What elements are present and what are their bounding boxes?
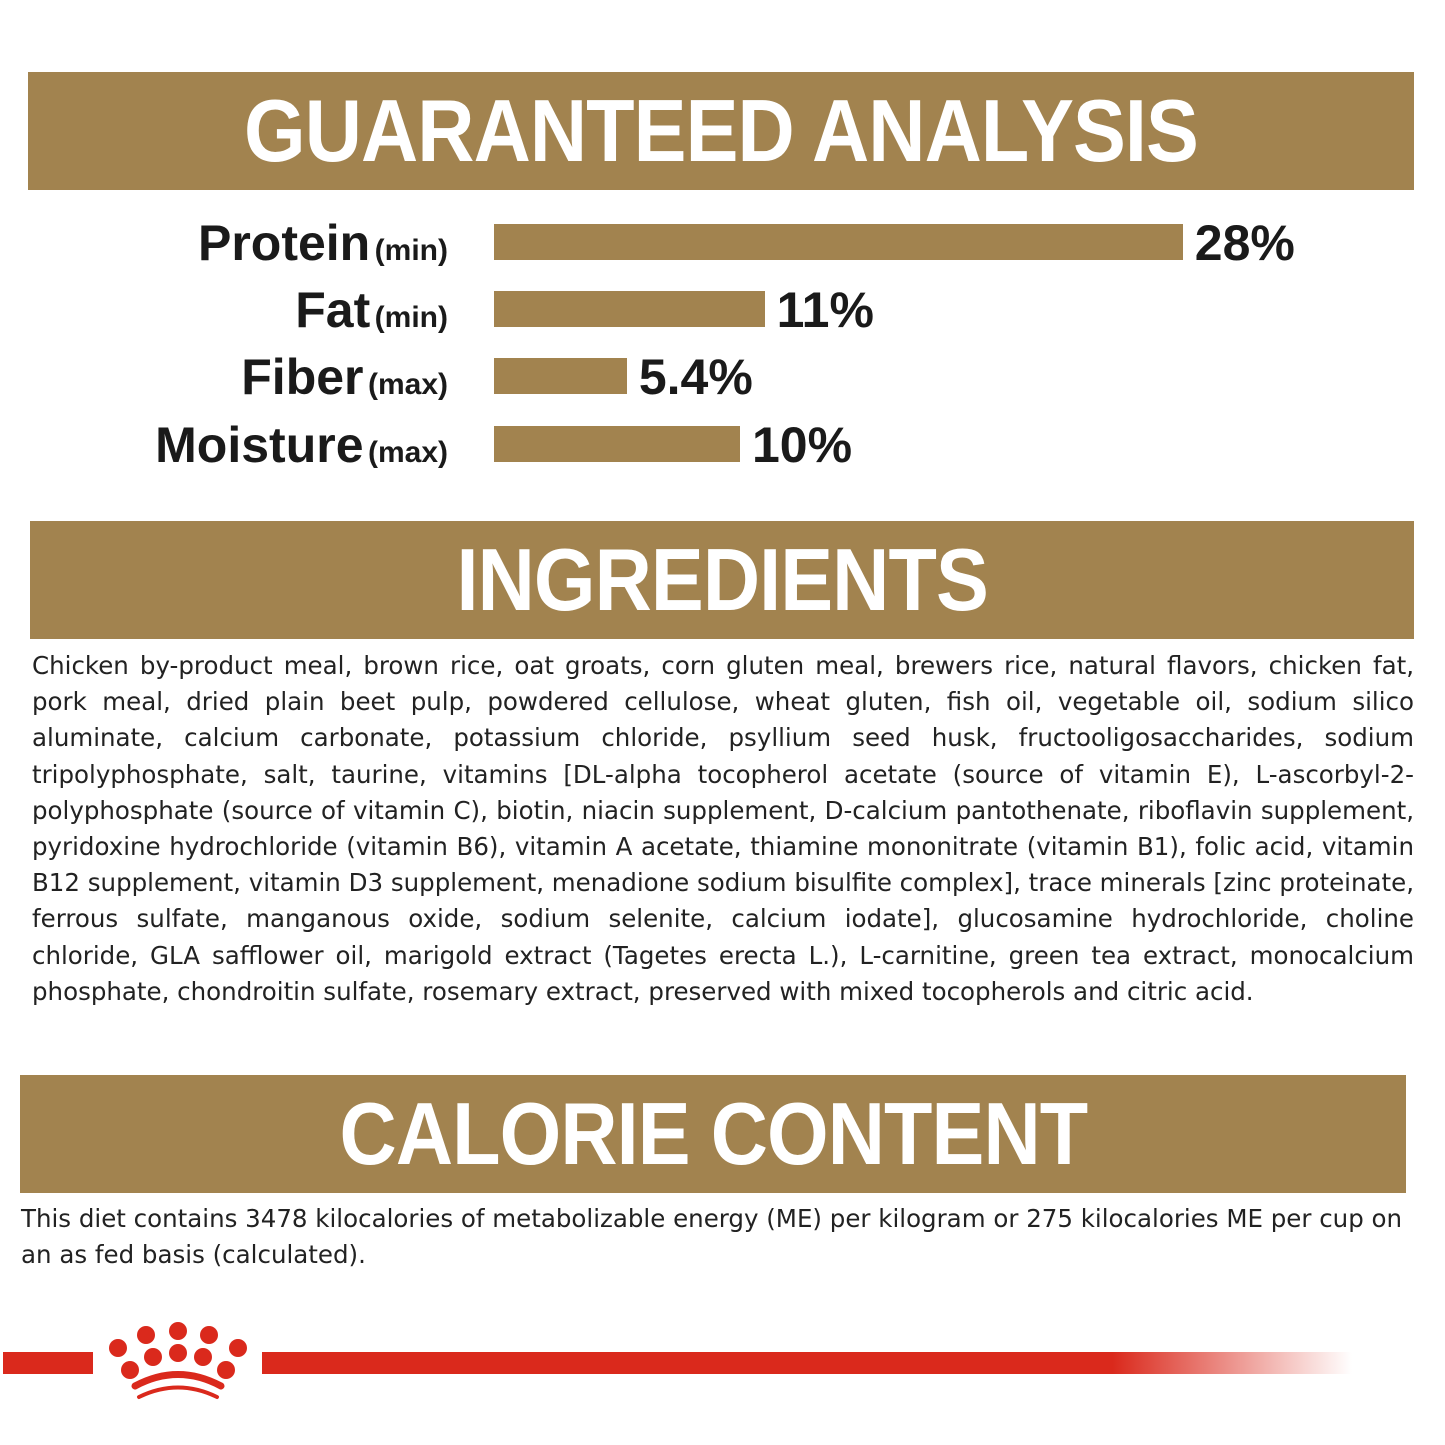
ingredients-header: INGREDIENTS [30,521,1414,639]
analysis-value: 5.4% [638,349,753,405]
nutrient-qualifier: (min) [374,234,448,267]
analysis-bar [494,291,765,327]
nutrient-name: Moisture [155,417,364,473]
ingredients-title: INGREDIENTS [456,530,988,629]
analysis-value: 10% [752,417,853,473]
nutrient-qualifier: (min) [374,301,448,334]
nutrient-qualifier: (max) [367,436,448,469]
nutrient-name: Fat [295,282,371,338]
nutrient-qualifier: (max) [367,368,448,401]
analysis-row-fat: Fat (min) 11% [0,282,1445,338]
analysis-bar [494,224,1183,260]
ingredients-text: Chicken by-product meal, brown rice, oat… [32,651,1414,1006]
calorie-content-title: CALORIE CONTENT [339,1084,1088,1183]
guaranteed-analysis-title: GUARANTEED ANALYSIS [244,81,1199,180]
analysis-bar [494,426,740,462]
analysis-value: 11% [776,282,874,338]
nutrient-name: Fiber [241,349,364,405]
calorie-content-header: CALORIE CONTENT [20,1075,1406,1193]
analysis-row-fiber: Fiber (max) 5.4% [0,349,1445,405]
analysis-row-protein: Protein (min) 28% [0,215,1445,271]
analysis-row-moisture: Moisture (max) 10% [0,417,1445,473]
crown-icon [109,1322,247,1399]
royal-canin-crown-logo [3,1322,1352,1399]
analysis-bar [494,358,627,394]
calorie-content-text: This diet contains 3478 kilocalories of … [21,1204,1403,1270]
red-line-right [262,1352,1352,1374]
guaranteed-analysis-header: GUARANTEED ANALYSIS [28,72,1414,190]
nutrient-name: Protein [197,215,371,271]
analysis-value: 28% [1194,215,1295,271]
red-line-left [3,1352,93,1374]
